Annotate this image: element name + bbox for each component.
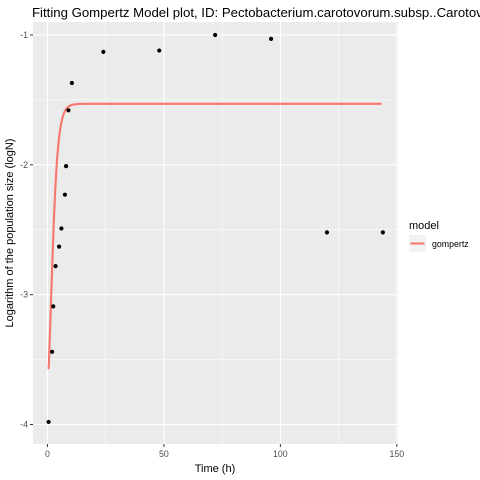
data-point: [53, 264, 58, 269]
gompertz-fit-line: [47, 102, 382, 370]
data-point: [380, 230, 385, 235]
y-tick-label: -4: [20, 420, 28, 430]
y-tick-label: -3: [20, 290, 28, 300]
x-tick-label: 0: [45, 449, 50, 459]
data-point: [101, 49, 106, 54]
data-point: [59, 226, 64, 231]
x-tick-label: 100: [273, 449, 288, 459]
minor-gridlines: [33, 22, 398, 444]
legend-title: model: [409, 220, 439, 232]
data-point: [213, 32, 218, 38]
x-axis: 0 50 100 150: [45, 444, 404, 459]
plot-panel: [33, 22, 398, 444]
legend-label-gompertz: gompertz: [432, 239, 469, 249]
data-point: [46, 419, 51, 425]
x-tick-label: 50: [159, 449, 169, 459]
data-point: [66, 108, 71, 113]
data-point: [324, 230, 330, 235]
data-point: [51, 304, 56, 309]
data-point: [157, 48, 162, 53]
y-axis: -4 -3 -2 -1: [20, 30, 33, 430]
x-tick-label: 150: [389, 449, 404, 459]
data-point: [50, 349, 55, 354]
data-point: [56, 244, 62, 249]
data-point: [69, 80, 74, 86]
data-point: [62, 192, 68, 197]
data-point: [268, 36, 274, 41]
y-axis-title: Logarithm of the population size (logN): [4, 139, 16, 328]
data-point: [63, 164, 69, 169]
chart-title: Fitting Gompertz Model plot, ID: Pectoba…: [32, 5, 480, 20]
data-points: [46, 32, 385, 425]
legend: model gompertz: [409, 220, 469, 252]
y-tick-label: -2: [20, 160, 28, 170]
y-tick-label: -1: [20, 30, 28, 40]
x-axis-title: Time (h): [195, 463, 236, 475]
